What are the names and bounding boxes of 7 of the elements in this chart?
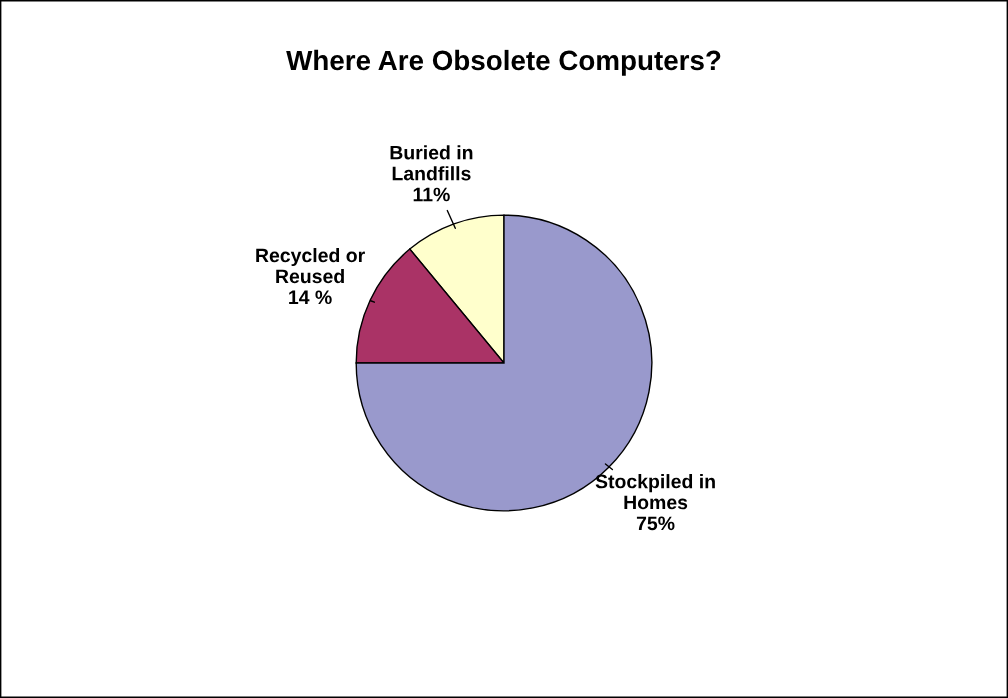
data-label: 75% — [636, 516, 675, 531]
slice-label: Recycled or Reused — [256, 247, 365, 284]
data-label: 14 % — [289, 290, 332, 305]
slice-label: Stockpiled in Homes — [595, 474, 715, 510]
chart-title: Where Are Obsolete Computers? — [286, 49, 721, 76]
slice-label: Buried in Landfills — [390, 145, 473, 181]
data-label: 11% — [413, 187, 450, 202]
